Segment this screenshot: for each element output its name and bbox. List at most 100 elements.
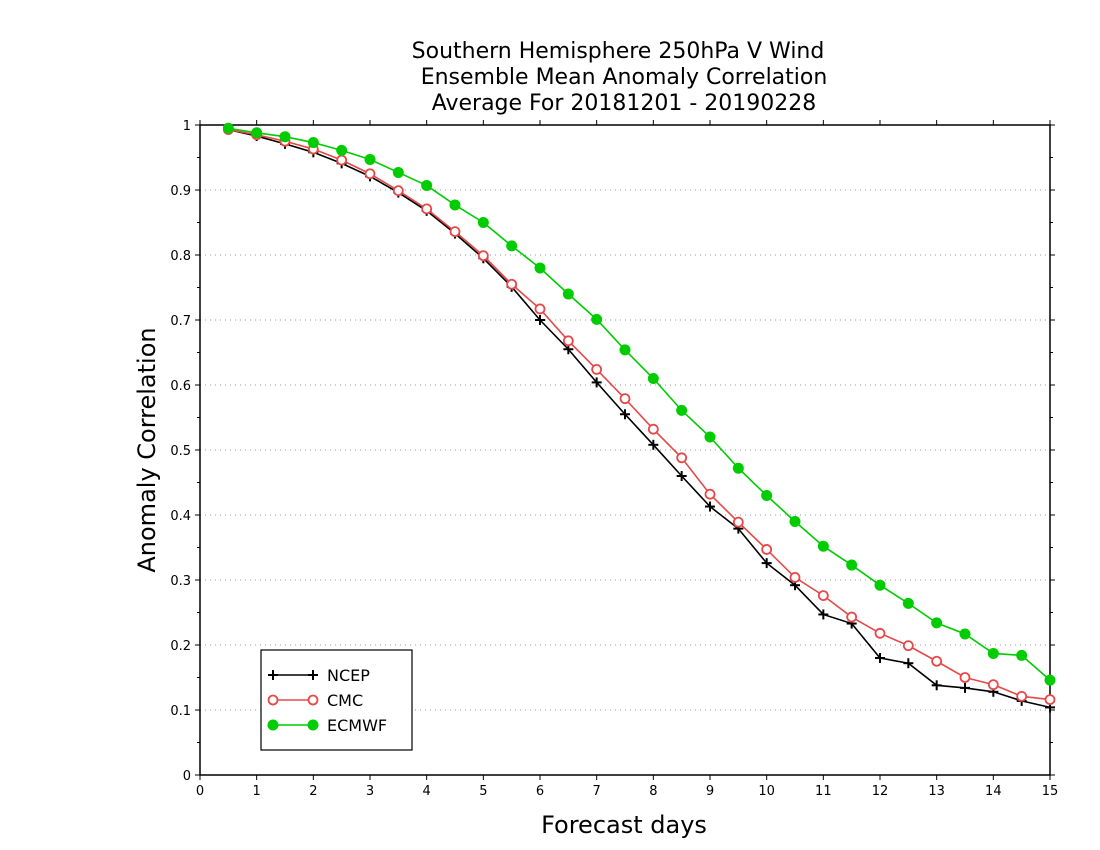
data-point-ecmwf-9	[477, 217, 489, 228]
data-point-ecmwf-18	[732, 462, 744, 474]
data-point-cmc-29	[1044, 694, 1056, 705]
data-point-ecmwf-14	[619, 344, 631, 356]
legend: NCEP CMC ECMWF	[260, 649, 413, 751]
x-tick-label-7: 7	[593, 784, 601, 799]
x-tick-label-15: 15	[1042, 784, 1059, 799]
data-point-ecmwf-27	[987, 647, 999, 659]
legend-entry-cmc: CMC	[267, 691, 363, 710]
data-point-ecmwf-16	[676, 404, 688, 416]
data-point-ecmwf-26	[959, 628, 971, 640]
y-axis-ticks: 0 0.1 0.2 0.3 0.4 0.5 0.6 0.7 0.8 0.9 1	[170, 119, 1055, 784]
data-point-ecmwf-23	[874, 579, 886, 591]
legend-marker-left-ecmwf	[267, 719, 279, 731]
series-line-ecmwf	[228, 127, 1051, 681]
x-axis-label: Forecast days	[541, 811, 707, 839]
data-point-cmc-26	[959, 672, 971, 683]
y-tick-label-1: 0.1	[170, 704, 191, 719]
x-axis-ticks: 0 1 2 3 4 5 6 7 8 9 10 11 12 13 14 15	[196, 120, 1058, 799]
data-point-ecmwf-24	[902, 597, 914, 609]
data-series	[222, 122, 1056, 713]
x-tick-label-9: 9	[706, 784, 714, 799]
data-point-cmc-24	[902, 640, 914, 652]
x-tick-label-2: 2	[309, 784, 317, 799]
data-point-cmc-4	[336, 154, 348, 166]
legend-marker-right-ecmwf	[307, 719, 319, 731]
x-tick-label-12: 12	[872, 784, 889, 799]
y-tick-label-6: 0.6	[170, 379, 191, 394]
data-point-ecmwf-6	[392, 166, 404, 178]
data-point-cmc-17	[704, 488, 716, 500]
data-point-ecmwf-1	[251, 127, 263, 139]
data-point-ecmwf-17	[704, 431, 716, 443]
data-point-ecmwf-19	[761, 490, 773, 501]
data-point-cmc-11	[534, 303, 546, 315]
data-point-ncep-24	[903, 658, 914, 669]
data-point-ecmwf-5	[364, 153, 376, 165]
chart-title: Southern Hemisphere 250hPa V Wind Ensemb…	[412, 39, 828, 116]
data-point-cmc-18	[732, 516, 744, 528]
data-point-ecmwf-21	[817, 540, 829, 552]
legend-entry-ncep: NCEP	[268, 666, 370, 685]
data-point-ncep-23	[875, 653, 885, 663]
data-point-ecmwf-3	[307, 137, 319, 149]
x-tick-label-8: 8	[649, 784, 657, 799]
y-tick-label-10: 1	[183, 119, 191, 134]
x-tick-label-5: 5	[479, 784, 487, 799]
legend-marker-left-ncep	[268, 670, 278, 680]
y-tick-label-8: 0.8	[170, 249, 191, 264]
data-point-cmc-12	[562, 335, 574, 347]
data-point-ncep-21	[818, 609, 829, 620]
series-ncep	[223, 124, 1055, 713]
legend-marker-right-ncep	[308, 670, 318, 680]
data-point-ecmwf-2	[279, 131, 291, 143]
x-tick-label-14: 14	[985, 784, 1002, 799]
data-point-cmc-9	[477, 250, 489, 262]
data-point-cmc-23	[874, 627, 886, 639]
data-point-ecmwf-29	[1044, 674, 1056, 686]
data-point-ncep-17	[705, 501, 715, 512]
y-tick-label-7: 0.7	[170, 314, 191, 329]
x-tick-label-4: 4	[423, 784, 431, 799]
data-point-cmc-22	[846, 611, 858, 623]
data-point-ncep-15	[648, 439, 659, 450]
data-point-ecmwf-8	[449, 199, 461, 211]
data-point-ncep-13	[591, 377, 602, 388]
y-tick-label-4: 0.4	[170, 509, 191, 524]
data-point-ecmwf-12	[562, 288, 574, 300]
data-point-ecmwf-25	[931, 617, 943, 629]
data-point-ncep-11	[535, 315, 545, 325]
data-point-cmc-6	[392, 185, 404, 197]
data-point-cmc-25	[931, 655, 943, 667]
x-tick-label-3: 3	[366, 784, 374, 799]
data-point-cmc-8	[449, 226, 461, 238]
chart-title-line-3: Average For 20181201 - 20190228	[432, 91, 817, 116]
x-tick-label-1: 1	[253, 784, 261, 799]
data-point-ecmwf-0	[222, 122, 234, 134]
x-tick-label-11: 11	[815, 784, 832, 799]
series-line-cmc	[228, 128, 1051, 701]
data-point-ecmwf-20	[789, 516, 801, 527]
legend-label-ncep: NCEP	[327, 666, 370, 685]
data-point-ecmwf-11	[534, 262, 546, 274]
y-tick-label-9: 0.9	[170, 184, 191, 199]
legend-marker-left-cmc	[267, 694, 279, 706]
data-point-cmc-7	[421, 203, 433, 215]
data-point-ecmwf-28	[1016, 649, 1028, 661]
legend-entry-ecmwf: ECMWF	[267, 716, 387, 735]
y-tick-label-2: 0.2	[170, 639, 191, 654]
data-point-cmc-21	[817, 590, 829, 601]
data-point-cmc-16	[676, 452, 688, 464]
series-line-ncep	[228, 128, 1051, 709]
data-point-ecmwf-10	[506, 240, 518, 252]
chart-title-line-2: Ensemble Mean Anomaly Correlation	[421, 65, 828, 90]
x-tick-label-6: 6	[536, 784, 544, 799]
data-point-cmc-14	[619, 393, 631, 405]
y-axis-label: Anomaly Correlation	[133, 327, 161, 572]
data-point-cmc-27	[987, 679, 999, 691]
data-point-cmc-20	[789, 572, 801, 583]
data-point-ecmwf-15	[647, 373, 659, 384]
legend-label-cmc: CMC	[327, 691, 363, 710]
y-tick-label-5: 0.5	[170, 444, 191, 459]
chart-title-line-1: Southern Hemisphere 250hPa V Wind	[412, 39, 825, 64]
